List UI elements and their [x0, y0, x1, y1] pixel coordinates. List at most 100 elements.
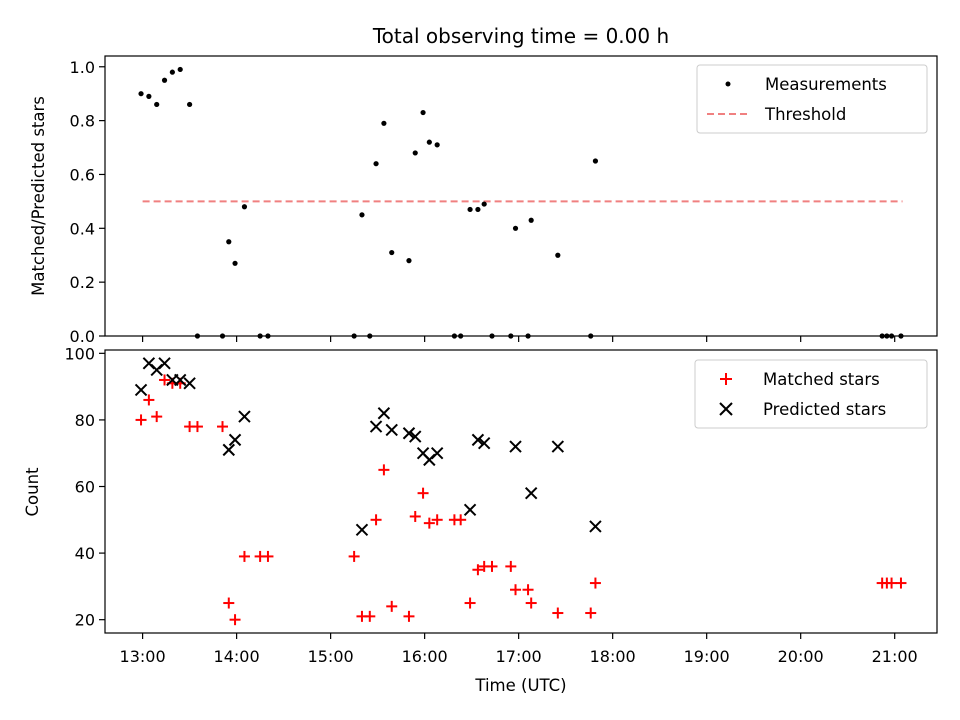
measurement-point	[406, 258, 412, 264]
top-x-ticks	[142, 336, 896, 342]
legend-predicted-label: Predicted stars	[763, 400, 886, 419]
predicted-star-point	[222, 443, 235, 457]
predicted-star-point	[377, 407, 391, 420]
measurement-point	[528, 217, 534, 223]
bottom-y-ticks: 20 40 60 80 100	[64, 344, 105, 630]
matched-star-point	[505, 560, 517, 572]
top-y-tick-label: 0.8	[70, 112, 95, 131]
predicted-star-point	[471, 433, 485, 447]
measurement-point	[161, 77, 168, 83]
matched-star-point	[423, 517, 435, 529]
predicted-star-point	[369, 420, 383, 433]
matched-star-point	[348, 550, 360, 562]
top-y-tick-label: 0.4	[70, 219, 95, 238]
measurement-point	[226, 239, 232, 245]
x-axis-label: Time (UTC)	[474, 676, 566, 695]
top-legend-box	[696, 64, 928, 134]
matched-star-point	[455, 514, 467, 526]
top-y-tick-label: 0.2	[70, 273, 95, 292]
matched-star-point	[370, 514, 382, 526]
predicted-star-point	[174, 373, 187, 387]
top-y-tick-label: 1.0	[70, 58, 95, 77]
matched-star-point	[135, 414, 147, 426]
top-axes-frame	[104, 55, 938, 337]
matched-star-point	[409, 510, 421, 522]
matched-star-point	[510, 584, 522, 596]
measurement-point	[154, 101, 160, 108]
matched-star-point	[552, 607, 564, 619]
predicted-star-point	[430, 447, 444, 460]
legend-measurements-label: Measurements	[765, 75, 887, 94]
measurement-point	[412, 150, 418, 156]
x-tick-label: 15:00	[308, 647, 354, 666]
legend-matched-label: Matched stars	[763, 370, 880, 389]
measurement-point	[592, 158, 599, 164]
measurement-point	[434, 142, 440, 148]
chart-title: Total observing time = 0.00 h	[372, 24, 669, 48]
bottom-y-tick-label: 100	[64, 344, 95, 363]
bottom-y-tick-label: 20	[75, 611, 95, 630]
matched-star-point	[262, 550, 274, 562]
matched-star-point	[886, 577, 898, 589]
matched-star-point	[151, 411, 163, 423]
top-panel: 0.0 0.2 0.4 0.6 0.8 1.0 Matched/Predicted sta…	[29, 55, 938, 346]
matched-star-point	[364, 610, 376, 622]
top-y-axis-label: Matched/Predicted stars	[29, 96, 48, 296]
matched-star-point	[191, 421, 203, 433]
top-y-tick-label: 0.6	[70, 165, 95, 184]
legend-measurements-marker	[725, 81, 731, 87]
bottom-panel: 20 40 60 80 100 13:00 14:00 15:00 16:00 17:00 18:…	[23, 344, 938, 695]
top-y-tick-label: 0.0	[70, 327, 95, 346]
predicted-star-point	[477, 437, 491, 450]
matched-star-point	[472, 564, 484, 576]
measurement-point	[373, 161, 379, 167]
matched-star-point	[486, 560, 498, 572]
measurement-point	[467, 206, 473, 213]
predicted-star-point	[509, 440, 522, 453]
matched-star-point	[895, 577, 907, 589]
top-y-ticks: 0.0 0.2 0.4 0.6 0.8 1.0	[70, 58, 105, 346]
measurement-point	[169, 69, 175, 75]
measurement-point	[481, 201, 487, 207]
x-tick-label: 14:00	[214, 647, 260, 666]
x-tick-label: 19:00	[684, 647, 730, 666]
predicted-star-point	[402, 427, 416, 440]
measurement-point	[381, 120, 387, 126]
x-tick-label: 20:00	[778, 647, 824, 666]
matched-star-point	[217, 421, 229, 433]
matched-star-point	[589, 577, 601, 589]
x-tick-label: 16:00	[402, 647, 448, 666]
bottom-y-tick-label: 60	[75, 478, 95, 497]
bottom-legend-box	[694, 359, 928, 429]
measurement-point	[177, 66, 183, 73]
measurement-point	[420, 109, 426, 116]
measurement-point	[241, 204, 248, 210]
measurement-point	[359, 212, 365, 218]
measurement-point	[555, 252, 561, 258]
legend-predicted-marker	[719, 402, 733, 416]
measurement-point	[389, 249, 395, 256]
predicted-star-point	[238, 410, 251, 423]
bottom-axes-frame	[104, 349, 938, 634]
predicted-star-point	[355, 523, 369, 536]
matched-star-point	[238, 550, 250, 562]
measurement-point	[232, 260, 238, 266]
bottom-legend: Matched stars Predicted stars	[694, 359, 928, 429]
matched-star-point	[585, 607, 597, 619]
matched-star-point	[417, 487, 429, 499]
measurement-point	[475, 206, 481, 213]
x-tick-label: 18:00	[590, 647, 636, 666]
bottom-y-tick-label: 40	[75, 544, 95, 563]
matched-star-point	[525, 597, 537, 609]
predicted-star-point	[589, 520, 602, 533]
bottom-y-tick-label: 80	[75, 411, 95, 430]
top-legend: Measurements Threshold	[696, 64, 928, 134]
predicted-star-point	[158, 357, 171, 370]
matched-star-point	[464, 597, 476, 609]
measurement-point	[187, 101, 193, 108]
matched-star-point	[229, 614, 241, 626]
matched-star-point	[223, 597, 235, 609]
matched-star-point	[386, 600, 398, 612]
measurement-point	[426, 139, 432, 145]
